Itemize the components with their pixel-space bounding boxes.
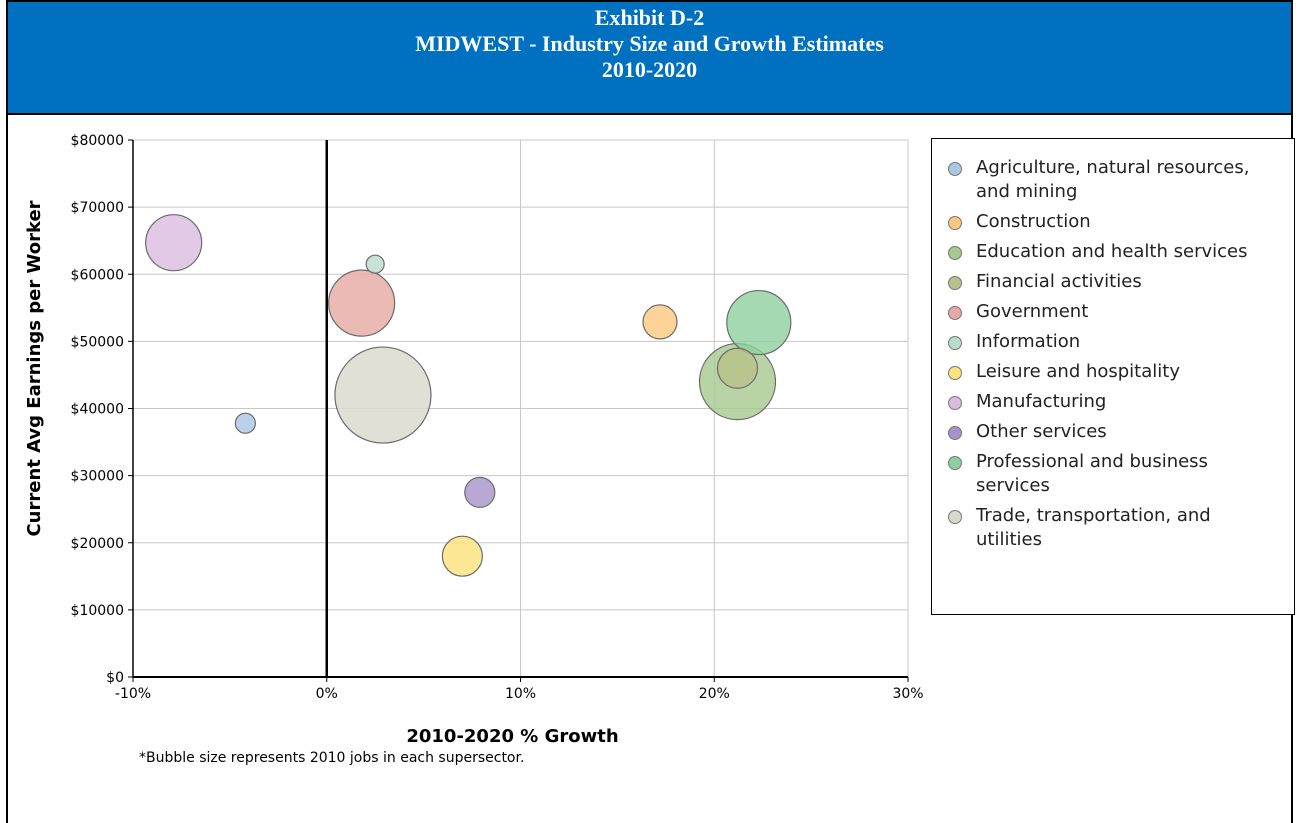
- legend-label: Other services: [976, 421, 1107, 442]
- y-tick-label: $80000: [71, 133, 124, 149]
- legend-item: Financial activities: [948, 270, 1294, 294]
- y-tick-label: $20000: [71, 536, 124, 552]
- legend-item: Leisure and hospitality: [948, 360, 1294, 384]
- y-tick-label: $60000: [71, 267, 124, 283]
- legend-item: Construction: [948, 210, 1294, 234]
- legend-label: Manufacturing: [976, 391, 1107, 412]
- bubble: [334, 346, 432, 444]
- y-tick-label: $40000: [71, 402, 124, 418]
- bubble: [365, 254, 385, 274]
- legend-item: Education and health services: [948, 240, 1294, 264]
- y-tick-label: $50000: [71, 334, 124, 350]
- legend-item: Government: [948, 300, 1294, 324]
- legend-swatch: [948, 426, 962, 440]
- legend-item: Manufacturing: [948, 390, 1294, 414]
- legend-item: Information: [948, 330, 1294, 354]
- exhibit-header: Exhibit D-2 MIDWEST - Industry Size and …: [6, 0, 1293, 115]
- y-tick-label: $10000: [71, 603, 124, 619]
- legend-swatch: [948, 246, 962, 260]
- y-tick-label: $0: [106, 670, 124, 686]
- legend-swatch: [948, 456, 962, 470]
- bubble: [642, 304, 678, 340]
- legend-label: Agriculture, natural resources, and mini…: [976, 157, 1250, 202]
- bubble: [441, 535, 483, 577]
- x-tick-label: -10%: [115, 686, 151, 702]
- legend-label: Government: [976, 301, 1089, 322]
- legend-swatch: [948, 162, 962, 176]
- legend-label: Financial activities: [976, 271, 1142, 292]
- bubble-size-note: *Bubble size represents 2010 jobs in eac…: [139, 750, 525, 766]
- legend-item: Agriculture, natural resources, and mini…: [948, 156, 1294, 204]
- exhibit-period: 2010-2020: [601, 57, 698, 82]
- exhibit-number: Exhibit D-2: [594, 5, 705, 30]
- y-tick-label: $30000: [71, 469, 124, 485]
- bubble: [726, 289, 792, 356]
- x-tick-label: 0%: [316, 686, 338, 702]
- legend-item: Other services: [948, 420, 1294, 444]
- legend-label: Information: [976, 331, 1081, 352]
- chart-legend: Agriculture, natural resources, and mini…: [931, 138, 1295, 615]
- legend-item: Professional and business services: [948, 450, 1294, 498]
- legend-swatch: [948, 366, 962, 380]
- bubble: [716, 347, 759, 389]
- legend-swatch: [948, 276, 962, 290]
- legend-item: Trade, transportation, and utilities: [948, 504, 1294, 552]
- x-tick-label: 20%: [699, 686, 730, 702]
- legend-label: Leisure and hospitality: [976, 361, 1180, 382]
- legend-swatch: [948, 306, 962, 320]
- bubble: [464, 476, 496, 509]
- legend-label: Professional and business services: [976, 451, 1208, 496]
- legend-label: Construction: [976, 211, 1091, 232]
- legend-swatch: [948, 336, 962, 350]
- x-tick-label: 10%: [505, 686, 536, 702]
- x-axis-title: 2010-2020 % Growth: [406, 726, 618, 747]
- legend-swatch: [948, 216, 962, 230]
- exhibit-title: MIDWEST - Industry Size and Growth Estim…: [415, 31, 884, 56]
- bubble: [234, 412, 256, 434]
- bubble: [145, 214, 203, 272]
- bubble: [328, 269, 396, 337]
- y-axis-title: Current Avg Earnings per Worker: [24, 200, 45, 536]
- legend-label: Education and health services: [976, 241, 1248, 262]
- legend-label: Trade, transportation, and utilities: [976, 505, 1211, 550]
- legend-swatch: [948, 510, 962, 524]
- y-tick-label: $70000: [71, 200, 124, 216]
- x-tick-label: 30%: [892, 686, 923, 702]
- legend-swatch: [948, 396, 962, 410]
